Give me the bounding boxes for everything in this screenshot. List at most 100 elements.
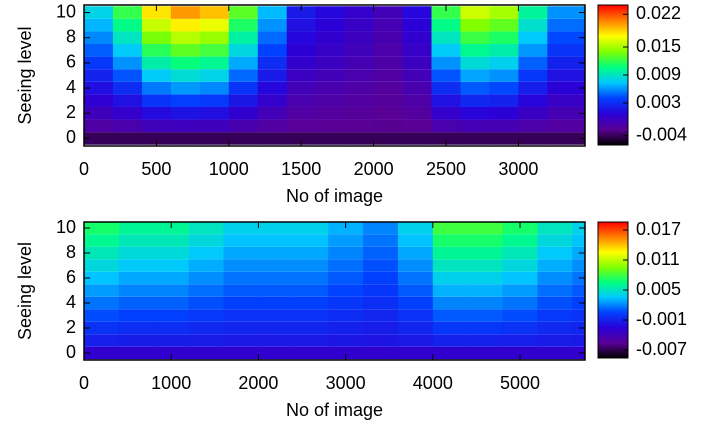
heat-cell — [431, 132, 461, 145]
heat-cell — [84, 222, 120, 235]
heat-cell — [199, 132, 230, 145]
x-axis-label: No of image — [286, 186, 383, 206]
heat-cell — [537, 222, 573, 235]
heat-cell — [188, 284, 224, 297]
heat-cell — [286, 18, 317, 32]
heat-cell — [315, 69, 346, 82]
heat-cell — [344, 81, 374, 95]
x-tick-label: 2500 — [426, 159, 466, 179]
heat-cell — [141, 44, 172, 57]
heat-cell — [402, 6, 432, 19]
heat-cell — [293, 259, 329, 272]
heat-cell — [467, 334, 503, 347]
heat-cell — [118, 234, 155, 247]
heat-cell — [188, 321, 224, 335]
y-tick-label: 4 — [66, 292, 76, 312]
heat-cell — [572, 222, 586, 235]
heat-cell — [460, 6, 490, 19]
heat-cell — [84, 259, 120, 272]
colorbar-tick-label: -0.001 — [636, 309, 687, 329]
heat-cell — [118, 346, 155, 360]
heat-cell — [547, 106, 577, 120]
heat-cell — [397, 284, 434, 297]
heat-cell — [572, 259, 586, 272]
heat-cell — [402, 44, 432, 57]
x-tick-label: 0 — [79, 159, 89, 179]
heat-cell — [170, 94, 201, 107]
heat-cell — [118, 246, 155, 260]
heat-cell — [328, 309, 364, 322]
heat-cell — [502, 296, 538, 310]
heat-cell — [344, 44, 374, 57]
heat-cell — [397, 246, 434, 260]
heat-cell — [84, 6, 114, 19]
heat-cell — [84, 271, 120, 285]
heat-cell — [170, 44, 201, 57]
heat-cell — [537, 296, 573, 310]
heat-cell — [188, 246, 224, 260]
heat-cell — [223, 334, 259, 347]
heat-cell — [228, 119, 259, 133]
heat-cell — [431, 119, 461, 133]
heat-cell — [402, 56, 432, 70]
heat-cell — [537, 246, 573, 260]
heat-cell — [363, 284, 399, 297]
heat-cell — [199, 31, 230, 45]
heat-cell — [373, 132, 403, 145]
heat-cell — [537, 309, 573, 322]
heat-cell — [258, 309, 294, 322]
x-tick-label: 0 — [79, 373, 89, 393]
heat-cell — [502, 246, 538, 260]
heat-cell — [518, 106, 548, 120]
heat-cell — [547, 44, 577, 57]
heat-cell — [315, 81, 346, 95]
heat-cell — [84, 246, 120, 260]
heat-cell — [199, 56, 230, 70]
y-tick-label: 6 — [66, 267, 76, 287]
heat-cell — [84, 106, 114, 120]
heat-cell — [431, 44, 461, 57]
heat-cell — [489, 31, 519, 45]
heat-cell — [467, 234, 503, 247]
heat-cell — [84, 69, 114, 82]
plot-frame — [83, 4, 586, 147]
heat-cell — [460, 132, 490, 145]
heat-cell — [118, 296, 155, 310]
heat-cell — [467, 309, 503, 322]
heat-cell — [363, 309, 399, 322]
heat-cell — [467, 222, 503, 235]
heat-cell — [432, 334, 469, 347]
heat-cell — [84, 119, 114, 133]
heat-cell — [84, 132, 114, 145]
heat-cell — [402, 106, 432, 120]
x-tick-label: 4000 — [413, 373, 453, 393]
heat-cell — [118, 334, 155, 347]
heat-cell — [344, 119, 374, 133]
heat-cell — [397, 234, 434, 247]
heat-cell — [502, 284, 538, 297]
heat-cell — [431, 31, 461, 45]
heat-cell — [293, 296, 329, 310]
heat-cell — [315, 44, 346, 57]
heat-cell — [537, 284, 573, 297]
heat-cell — [293, 284, 329, 297]
y-tick-label: 10 — [56, 217, 76, 237]
heat-cell — [572, 284, 586, 297]
heat-cell — [141, 132, 172, 145]
heat-cell — [402, 31, 432, 45]
heat-cell — [402, 94, 432, 107]
heat-cell — [257, 18, 288, 32]
heat-cell — [188, 309, 224, 322]
heat-cell — [84, 334, 120, 347]
heat-cell — [258, 259, 294, 272]
heat-cell — [363, 271, 399, 285]
y-tick-label: 10 — [56, 1, 76, 21]
heat-cell — [572, 334, 586, 347]
heat-cell — [223, 259, 259, 272]
heat-cell — [257, 31, 288, 45]
heat-cell — [293, 334, 329, 347]
heat-cell — [257, 94, 288, 107]
heat-cell — [84, 18, 114, 32]
heat-cell — [199, 106, 230, 120]
heat-cell — [328, 321, 364, 335]
